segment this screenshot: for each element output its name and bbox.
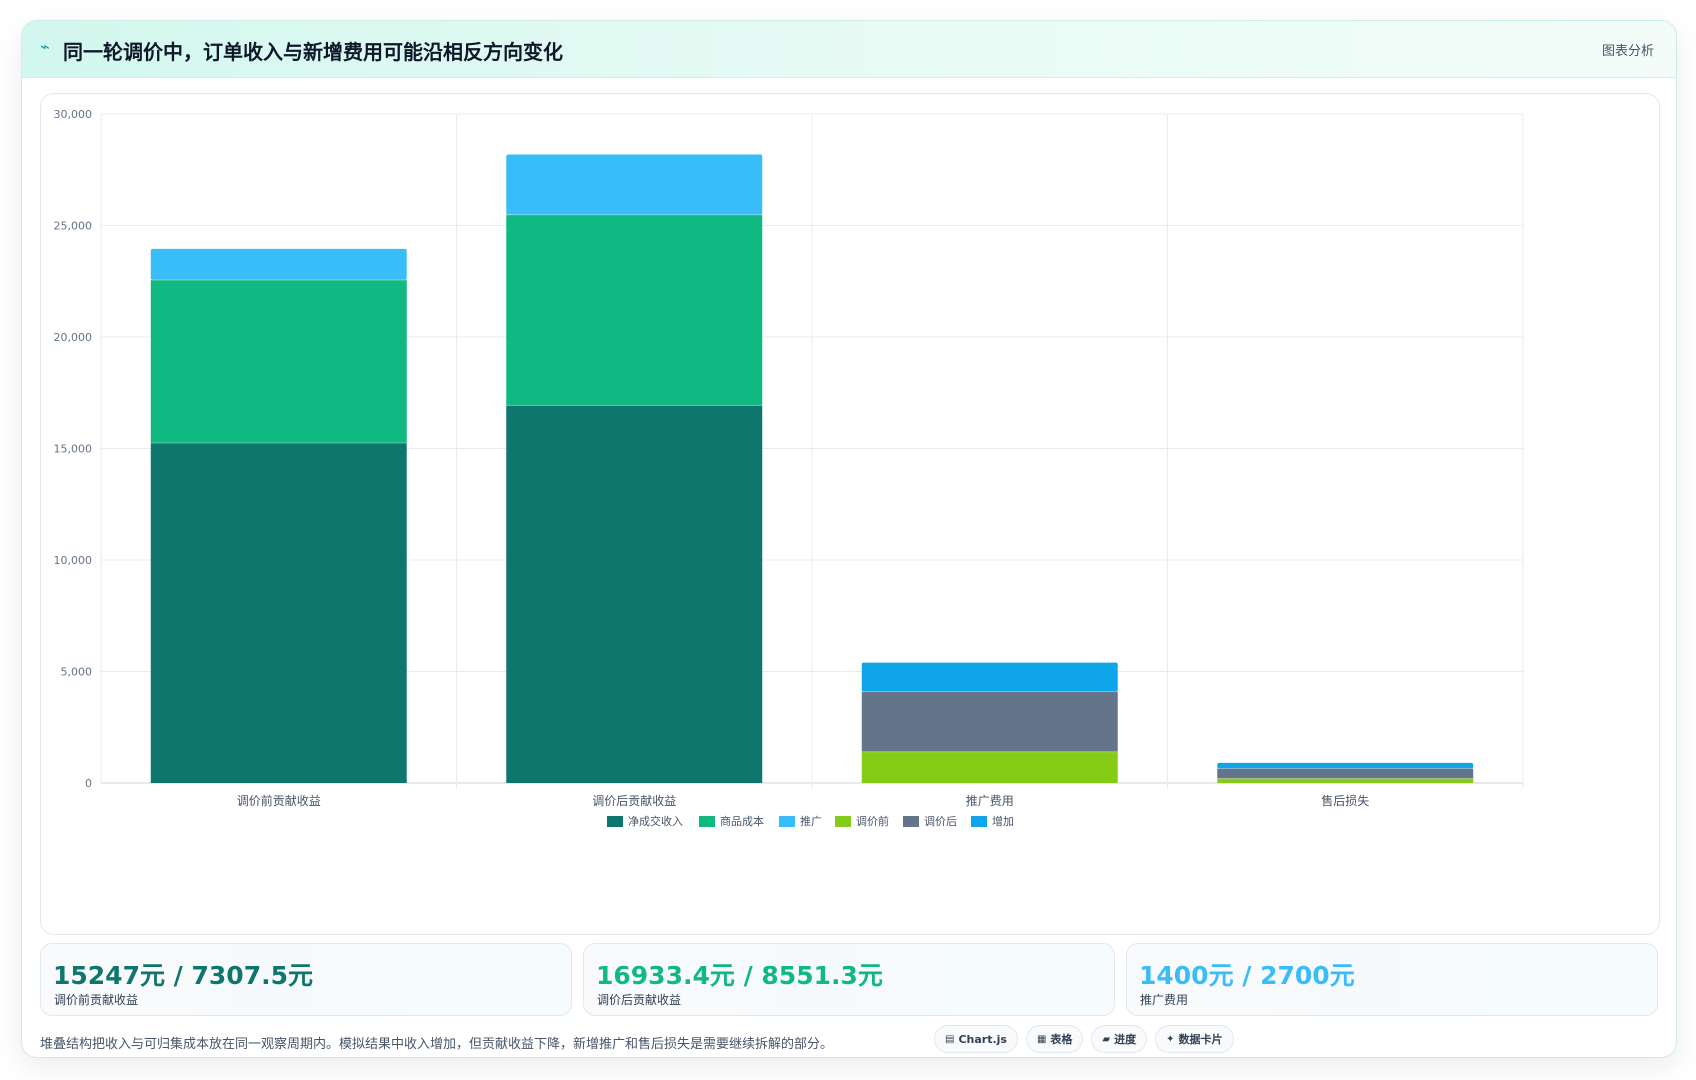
y-tick-label: 30,000 bbox=[54, 108, 93, 121]
tag-label: 数据卡片 bbox=[1178, 1033, 1223, 1046]
trend-icon: ⌁ bbox=[40, 37, 50, 56]
legend-label[interactable]: 调价前 bbox=[856, 814, 889, 828]
bar-segment[interactable] bbox=[861, 662, 1118, 692]
bar-segment[interactable] bbox=[1217, 768, 1474, 779]
tag-list: ▤ Chart.js ▦ 表格 ▰ 进度 ✦ 数据卡片 bbox=[934, 1025, 1234, 1053]
bar-segment[interactable] bbox=[506, 214, 763, 406]
y-tick-label: 25,000 bbox=[54, 220, 93, 233]
y-tick-label: 20,000 bbox=[54, 331, 93, 344]
tag-progress[interactable]: ▰ 进度 bbox=[1091, 1025, 1148, 1053]
chart-panel: 0 5,000 10,000 15,000 20,000 25,000 30,000 调价前贡… bbox=[40, 93, 1660, 935]
legend-swatch[interactable] bbox=[971, 816, 987, 827]
table-icon: ▦ bbox=[1036, 1033, 1047, 1045]
bar-segment[interactable] bbox=[1217, 778, 1474, 783]
card-header: ⌁ 同一轮调价中，订单收入与新增费用可能沿相反方向变化 图表分析 bbox=[22, 21, 1676, 78]
chart-icon: ▤ bbox=[945, 1033, 955, 1045]
tag-label: 表格 bbox=[1050, 1033, 1073, 1046]
bar-segment[interactable] bbox=[506, 154, 763, 215]
legend-label[interactable]: 净成交收入 bbox=[628, 814, 683, 828]
tag-label: Chart.js bbox=[958, 1032, 1007, 1046]
stat-value: 1400元 / 2700元 bbox=[1139, 961, 1355, 990]
stat-card-before: 15247元 / 7307.5元 调价前贡献收益 bbox=[40, 943, 572, 1016]
bar-segment[interactable] bbox=[150, 442, 407, 783]
stat-label: 调价前贡献收益 bbox=[54, 993, 139, 1007]
x-tick-label: 售后损失 bbox=[1321, 793, 1369, 808]
bar-segment[interactable] bbox=[150, 248, 407, 281]
legend-swatch[interactable] bbox=[779, 816, 795, 827]
legend-swatch[interactable] bbox=[903, 816, 919, 827]
bar-segment[interactable] bbox=[150, 280, 407, 443]
stat-label: 调价后贡献收益 bbox=[597, 993, 682, 1007]
chart-note: 堆叠结构把收入与可归集成本放在同一观察周期内。模拟结果中收入增加，但贡献收益下降… bbox=[40, 1037, 834, 1052]
stat-label: 推广费用 bbox=[1140, 993, 1189, 1007]
chart-card: ⌁ 同一轮调价中，订单收入与新增费用可能沿相反方向变化 图表分析 0 5,000 1… bbox=[21, 20, 1677, 1058]
y-tick-label: 15,000 bbox=[54, 443, 93, 456]
sparkle-icon: ✦ bbox=[1166, 1033, 1175, 1045]
stat-value: 16933.4元 / 8551.3元 bbox=[596, 961, 883, 990]
legend-label[interactable]: 商品成本 bbox=[720, 814, 764, 828]
y-tick-label: 10,000 bbox=[54, 554, 93, 567]
tag-table[interactable]: ▦ 表格 bbox=[1025, 1025, 1084, 1053]
legend-label[interactable]: 调价后 bbox=[924, 815, 957, 828]
bar-segment[interactable] bbox=[1217, 762, 1474, 769]
x-tick-label: 推广费用 bbox=[966, 794, 1014, 808]
bar-segment[interactable] bbox=[506, 405, 763, 783]
y-tick-label: 0 bbox=[85, 777, 92, 790]
y-tick-label: 5,000 bbox=[61, 666, 93, 679]
x-tick-label: 调价前贡献收益 bbox=[237, 793, 321, 808]
legend-swatch[interactable] bbox=[607, 816, 623, 827]
legend-swatch[interactable] bbox=[835, 816, 851, 827]
progress-icon: ▰ bbox=[1102, 1033, 1111, 1045]
x-tick-label: 调价后贡献收益 bbox=[592, 793, 676, 808]
legend-label[interactable]: 推广 bbox=[800, 814, 822, 828]
tag-data-card[interactable]: ✦ 数据卡片 bbox=[1155, 1025, 1234, 1053]
bar-segment[interactable] bbox=[861, 751, 1118, 783]
chart-title: 同一轮调价中，订单收入与新增费用可能沿相反方向变化 bbox=[63, 40, 563, 64]
legend-swatch[interactable] bbox=[699, 816, 715, 827]
chart-analysis-label: 图表分析 bbox=[1601, 44, 1654, 59]
tag-chartjs[interactable]: ▤ Chart.js bbox=[934, 1025, 1018, 1053]
stat-card-promotion: 1400元 / 2700元 推广费用 bbox=[1126, 943, 1658, 1016]
tag-label: 进度 bbox=[1114, 1033, 1137, 1046]
legend-label[interactable]: 增加 bbox=[992, 814, 1014, 828]
stat-card-after: 16933.4元 / 8551.3元 调价后贡献收益 bbox=[583, 943, 1115, 1016]
stacked-bar-chart: 0 5,000 10,000 15,000 20,000 25,000 30,000 调价前贡… bbox=[54, 108, 1524, 828]
stat-value: 15247元 / 7307.5元 bbox=[53, 961, 313, 990]
bar-segment[interactable] bbox=[861, 691, 1118, 752]
